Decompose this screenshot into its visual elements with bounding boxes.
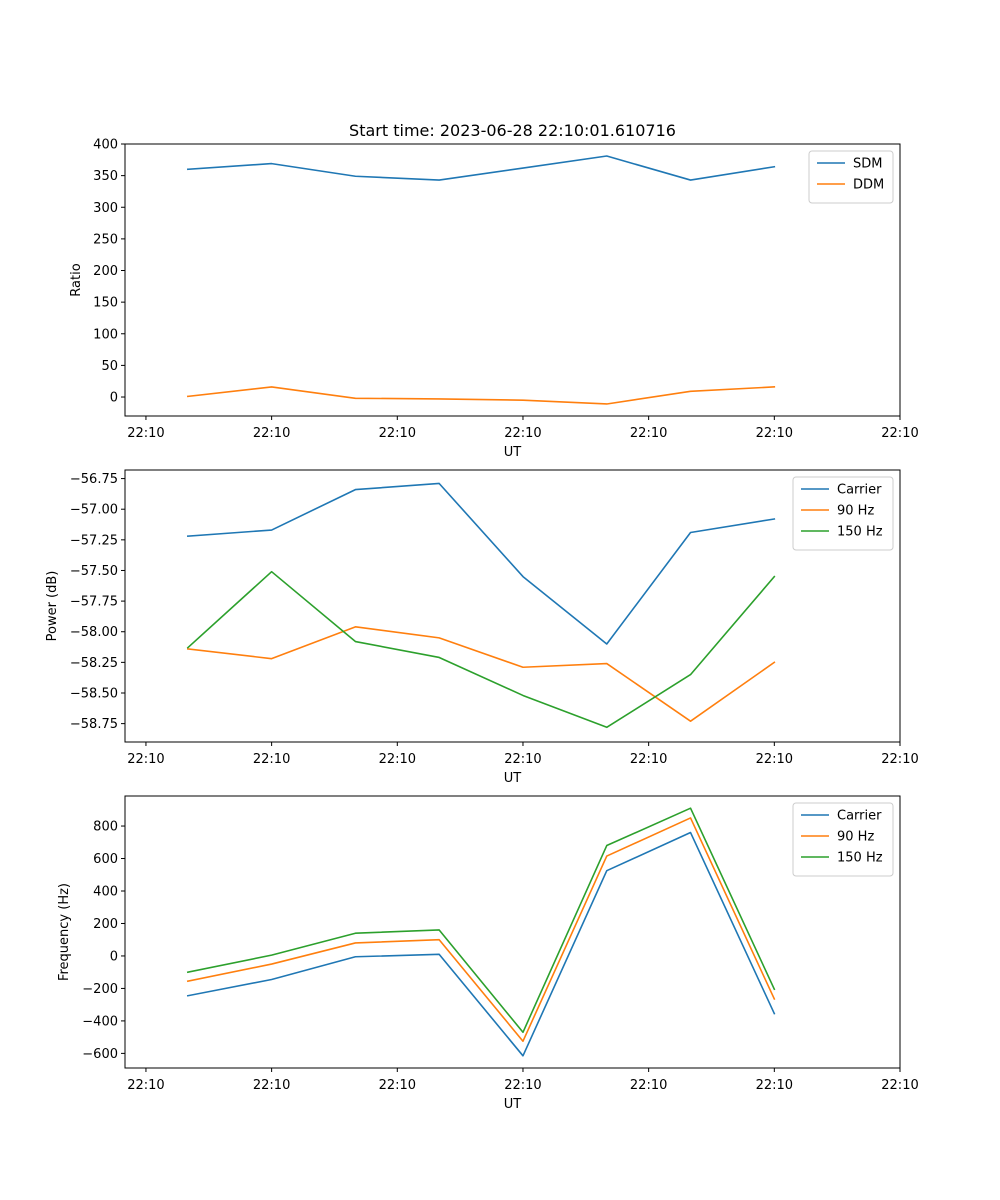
x-axis-label: UT	[504, 771, 522, 786]
x-tick-label: 22:10	[630, 426, 667, 441]
x-tick-label: 22:10	[756, 426, 793, 441]
x-tick-label: 22:10	[379, 1078, 416, 1093]
y-tick-label: 800	[93, 820, 118, 835]
legend: SDM DDM	[808, 150, 894, 204]
x-tick-label: 22:10	[630, 752, 667, 767]
series-line-carrier	[186, 482, 776, 645]
y-tick-label: −57.50	[70, 564, 118, 579]
y-tick-label: 300	[93, 201, 118, 216]
y-tick-label: 0	[110, 391, 118, 406]
y-tick-label: 150	[93, 296, 118, 311]
y-axis-label: Ratio	[69, 263, 84, 296]
y-tick-label: −57.25	[70, 533, 118, 548]
y-tick-label: 400	[93, 884, 118, 899]
x-tick-label: 22:10	[504, 426, 541, 441]
y-tick-label: 0	[110, 949, 118, 964]
y-tick-label: 250	[93, 232, 118, 247]
x-axis-label: UT	[504, 1097, 522, 1112]
legend-entry: 90 Hz	[837, 504, 874, 519]
y-tick-label: −58.50	[70, 686, 118, 701]
x-tick-label: 22:10	[504, 752, 541, 767]
legend-entry: Carrier	[837, 809, 882, 824]
series-line-sdm	[186, 155, 776, 181]
legend-entry: Carrier	[837, 483, 882, 498]
x-tick-label: 22:10	[127, 1078, 164, 1093]
y-tick-label: −58.00	[70, 625, 118, 640]
y-tick-label: −400	[82, 1014, 118, 1029]
axes-frame	[124, 795, 901, 1069]
x-tick-label: 22:10	[756, 1078, 793, 1093]
y-tick-label: −58.75	[70, 717, 118, 732]
x-tick-label: 22:10	[127, 426, 164, 441]
legend: Carrier 90 Hz 150 Hz	[792, 476, 894, 551]
y-axis-label: Frequency (Hz)	[57, 883, 72, 981]
y-axis-label: Power (dB)	[45, 571, 60, 642]
legend-entry: DDM	[853, 178, 884, 193]
series-line-ddm	[186, 386, 776, 405]
x-axis-label: UT	[504, 445, 522, 460]
y-tick-label: −200	[82, 982, 118, 997]
legend-entry: SDM	[853, 157, 882, 172]
x-tick-label: 22:10	[881, 426, 918, 441]
y-tick-label: 400	[93, 138, 118, 153]
x-tick-label: 22:10	[127, 752, 164, 767]
legend-box	[808, 150, 894, 204]
x-tick-label: 22:10	[379, 752, 416, 767]
x-tick-label: 22:10	[881, 1078, 918, 1093]
x-tick-label: 22:10	[881, 752, 918, 767]
legend-entry: 90 Hz	[837, 830, 874, 845]
subplot-3: −600 −400 −200 0 200 400 600 800 22:10 22:10 22:10…	[57, 795, 919, 1112]
figure-title: Start time: 2023-06-28 22:10:01.610716	[349, 121, 676, 140]
subplot-2: −58.75 −58.50 −58.25 −58.00 −57.75 −57.50 −57.…	[45, 469, 919, 786]
y-tick-label: −57.75	[70, 595, 118, 610]
y-tick-label: 350	[93, 169, 118, 184]
x-tick-label: 22:10	[504, 1078, 541, 1093]
series-line-150-hz	[186, 807, 776, 1034]
x-tick-label: 22:10	[756, 752, 793, 767]
x-tick-label: 22:10	[253, 752, 290, 767]
y-tick-label: 200	[93, 264, 118, 279]
y-tick-label: 200	[93, 917, 118, 932]
series-line-90-hz	[186, 817, 776, 1043]
x-tick-label: 22:10	[253, 1078, 290, 1093]
y-tick-label: −58.25	[70, 656, 118, 671]
x-tick-label: 22:10	[379, 426, 416, 441]
subplot-1: 0 50 100 150 200 250 300 350 400 22:10 22:10 22:10 2…	[69, 138, 919, 461]
series-line-150-hz	[186, 570, 776, 729]
y-tick-label: 600	[93, 852, 118, 867]
series-line-carrier	[186, 831, 776, 1057]
y-tick-label: −56.75	[70, 472, 118, 487]
y-tick-label: −600	[82, 1047, 118, 1062]
y-tick-label: −57.00	[70, 503, 118, 518]
y-tick-label: 50	[101, 359, 118, 374]
x-tick-label: 22:10	[253, 426, 290, 441]
y-tick-label: 100	[93, 327, 118, 342]
legend: Carrier 90 Hz 150 Hz	[792, 802, 894, 877]
series-line-90-hz	[186, 626, 776, 722]
legend-entry: 150 Hz	[837, 525, 883, 540]
axes-frame	[124, 143, 901, 417]
legend-entry: 150 Hz	[837, 851, 883, 866]
axes-frame	[124, 469, 901, 743]
x-tick-label: 22:10	[630, 1078, 667, 1093]
